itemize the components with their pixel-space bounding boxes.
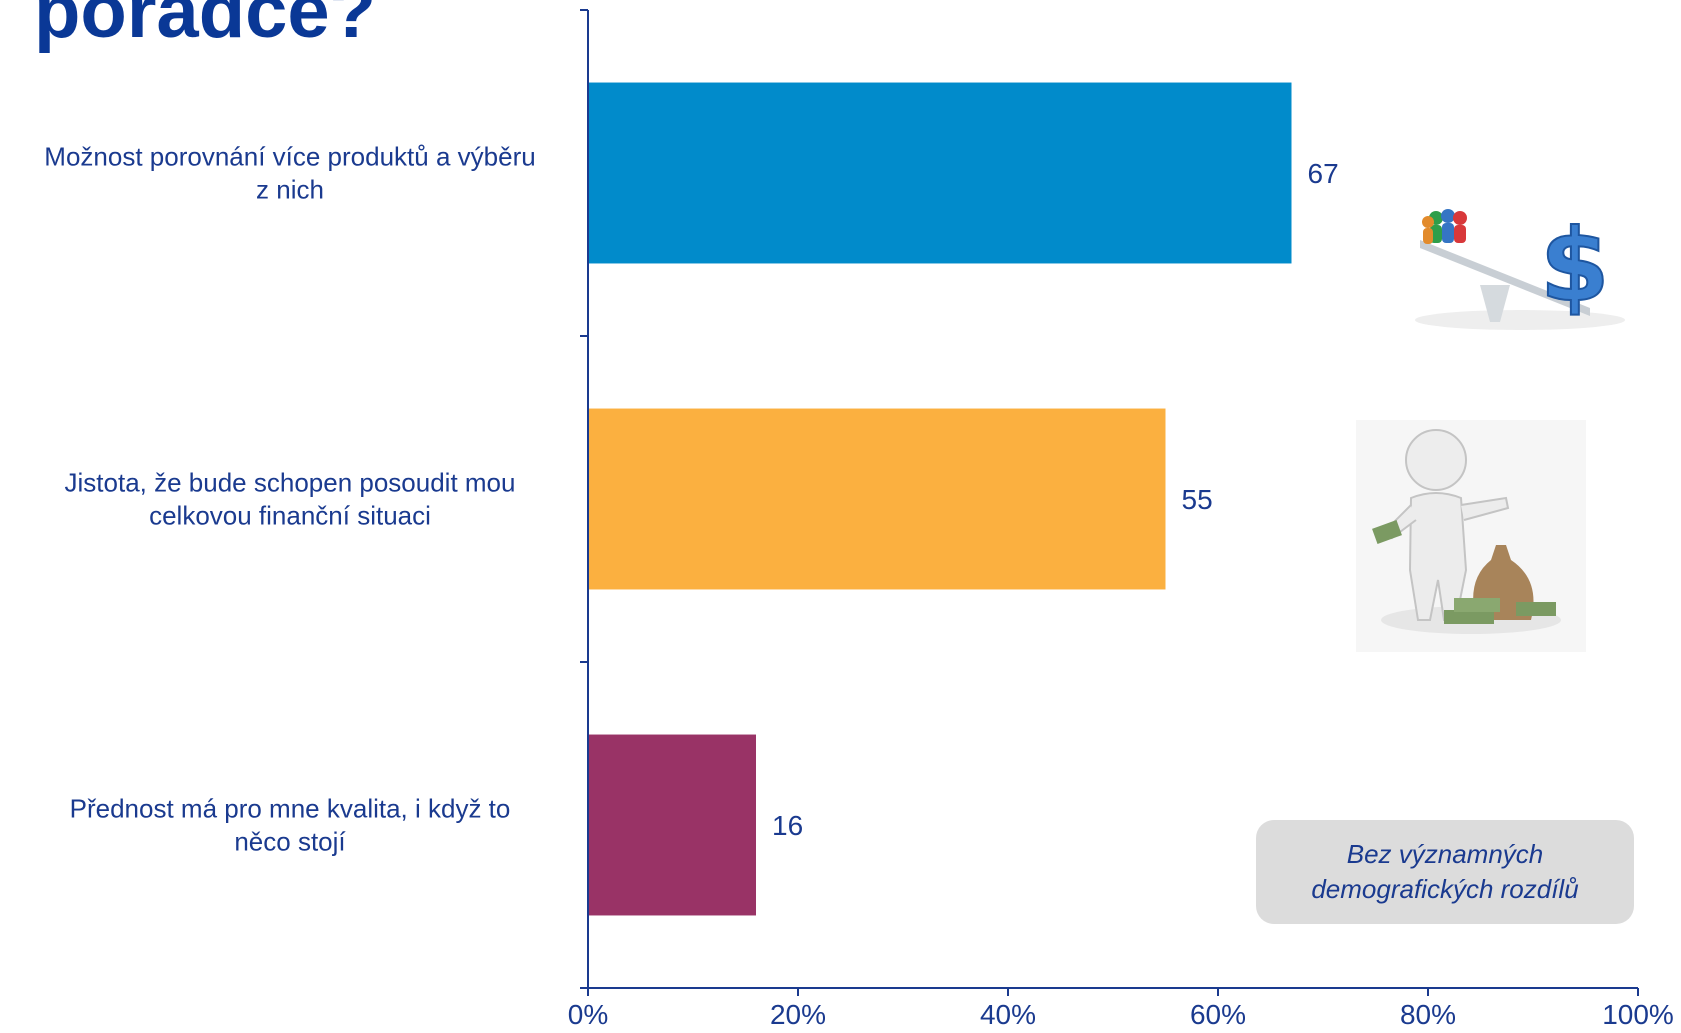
person-money-bag-icon <box>1356 420 1586 652</box>
x-tick-label: 80% <box>1400 999 1456 1030</box>
axis-layer <box>580 9 1639 996</box>
x-tick-label: 40% <box>980 999 1036 1030</box>
bar-1 <box>588 82 1292 264</box>
value-label-3: 16 <box>772 810 803 841</box>
bar-3 <box>588 734 756 916</box>
bars-layer <box>588 82 1292 916</box>
scale-people-dollar-icon: $ <box>1415 206 1625 330</box>
note-line-2: demografických rozdílů <box>1311 874 1579 904</box>
value-label-2: 55 <box>1182 484 1213 515</box>
x-tick-label: 100% <box>1602 999 1674 1030</box>
note-box: Bez významných demografických rozdílů <box>1256 820 1634 924</box>
x-tick-label: 60% <box>1190 999 1246 1030</box>
value-label-1: 67 <box>1308 158 1339 189</box>
category-label-1: Možnost porovnání více produktů a výběru… <box>44 142 535 205</box>
note-line-1: Bez významných <box>1346 838 1544 869</box>
svg-text:$: $ <box>1540 207 1610 324</box>
labels-layer: 67 Možnost porovnání více produktů a výbě… <box>44 142 1674 1031</box>
category-label-2: Jistota, že bude schopen posoudit mou cel… <box>65 468 516 531</box>
page-title: poradce? <box>34 0 377 54</box>
x-tick-label: 20% <box>770 999 826 1030</box>
x-tick-label: 0% <box>568 999 608 1030</box>
bar-2 <box>588 408 1166 590</box>
category-label-3: Přednost má pro mne kvalita, i když to ně… <box>70 794 511 857</box>
